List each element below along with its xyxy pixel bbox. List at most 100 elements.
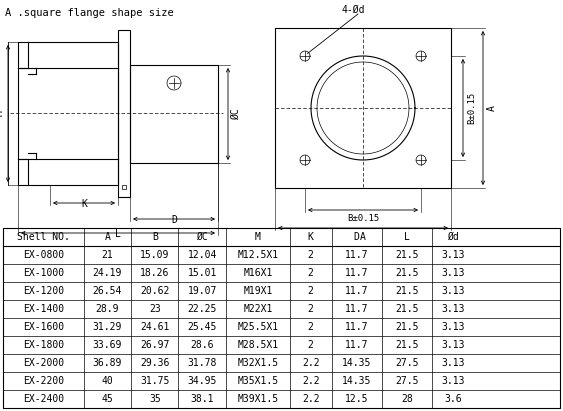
Text: B: B — [152, 232, 158, 242]
Text: K: K — [308, 232, 314, 242]
Text: 21.5: 21.5 — [395, 286, 418, 296]
Text: 27.5: 27.5 — [395, 358, 418, 368]
Text: 31.78: 31.78 — [187, 358, 217, 368]
Text: ØC: ØC — [231, 108, 241, 120]
Text: EX-2200: EX-2200 — [23, 376, 64, 386]
Text: Shell NO.: Shell NO. — [17, 232, 70, 242]
Text: 21.5: 21.5 — [395, 304, 418, 314]
Text: M12.5X1: M12.5X1 — [237, 250, 278, 260]
Text: D: D — [354, 232, 360, 242]
Bar — [3, 228, 560, 408]
Text: 21.5: 21.5 — [395, 340, 418, 350]
Text: 15.09: 15.09 — [140, 250, 169, 260]
Text: M25.5X1: M25.5X1 — [237, 322, 278, 332]
Text: 23: 23 — [149, 304, 160, 314]
Text: 21: 21 — [101, 250, 113, 260]
Bar — [130, 65, 218, 163]
Text: M22X1: M22X1 — [243, 304, 272, 314]
Text: 11.7: 11.7 — [345, 286, 368, 296]
Text: 12.5: 12.5 — [345, 394, 368, 404]
Text: 3.13: 3.13 — [441, 250, 464, 260]
Text: 3.13: 3.13 — [441, 286, 464, 296]
Bar — [118, 30, 130, 197]
Text: 3.13: 3.13 — [441, 268, 464, 278]
Text: M19X1: M19X1 — [243, 286, 272, 296]
Text: EX-2000: EX-2000 — [23, 358, 64, 368]
Text: 24.61: 24.61 — [140, 322, 169, 332]
Text: K: K — [81, 199, 87, 209]
Text: 2: 2 — [308, 322, 314, 332]
Text: 15.01: 15.01 — [187, 268, 217, 278]
Text: M35X1.5: M35X1.5 — [237, 376, 278, 386]
Text: 2: 2 — [308, 286, 314, 296]
Text: 21.5: 21.5 — [395, 250, 418, 260]
Text: A .square flange shape size: A .square flange shape size — [5, 8, 174, 18]
Text: EX-1800: EX-1800 — [23, 340, 64, 350]
Text: EX-2400: EX-2400 — [23, 394, 64, 404]
Text: EX-0800: EX-0800 — [23, 250, 64, 260]
Text: 40: 40 — [101, 376, 113, 386]
Text: 21.5: 21.5 — [395, 322, 418, 332]
Text: 14.35: 14.35 — [342, 358, 372, 368]
Text: 38.1: 38.1 — [190, 394, 214, 404]
Text: 4-Ød: 4-Ød — [341, 5, 365, 15]
Text: 18.26: 18.26 — [140, 268, 169, 278]
Text: 14.35: 14.35 — [342, 376, 372, 386]
Text: EX-1600: EX-1600 — [23, 322, 64, 332]
Text: 26.54: 26.54 — [93, 286, 122, 296]
Text: 22.25: 22.25 — [187, 304, 217, 314]
Bar — [122, 185, 126, 189]
Text: 11.7: 11.7 — [345, 304, 368, 314]
Text: B±0.15: B±0.15 — [467, 92, 476, 124]
Text: 2: 2 — [308, 250, 314, 260]
Text: A: A — [105, 232, 110, 242]
Text: 36.89: 36.89 — [93, 358, 122, 368]
Text: 3.13: 3.13 — [441, 304, 464, 314]
Text: 31.75: 31.75 — [140, 376, 169, 386]
Text: 11.7: 11.7 — [345, 268, 368, 278]
Text: 35: 35 — [149, 394, 160, 404]
Text: EX-1000: EX-1000 — [23, 268, 64, 278]
Text: 11.7: 11.7 — [345, 322, 368, 332]
Text: 2.2: 2.2 — [302, 376, 320, 386]
Bar — [18, 42, 118, 185]
Text: 2: 2 — [308, 268, 314, 278]
Text: B±0.15: B±0.15 — [347, 214, 379, 223]
Text: 33.69: 33.69 — [93, 340, 122, 350]
Text: 25.45: 25.45 — [187, 322, 217, 332]
Text: 27.5: 27.5 — [395, 376, 418, 386]
Text: M: M — [255, 232, 261, 242]
Text: D: D — [171, 215, 177, 225]
Text: 2.2: 2.2 — [302, 358, 320, 368]
Text: 28: 28 — [401, 394, 413, 404]
Text: 45: 45 — [101, 394, 113, 404]
Text: M16X1: M16X1 — [243, 268, 272, 278]
Text: 34.95: 34.95 — [187, 376, 217, 386]
Text: M32X1.5: M32X1.5 — [237, 358, 278, 368]
Text: 24.19: 24.19 — [93, 268, 122, 278]
Text: 2.2: 2.2 — [302, 394, 320, 404]
Text: 26.97: 26.97 — [140, 340, 169, 350]
Text: EX-1200: EX-1200 — [23, 286, 64, 296]
Text: M28.5X1: M28.5X1 — [237, 340, 278, 350]
Text: 28.9: 28.9 — [96, 304, 119, 314]
Bar — [3, 228, 560, 408]
Text: 28.6: 28.6 — [190, 340, 214, 350]
Text: 2: 2 — [308, 304, 314, 314]
Text: 31.29: 31.29 — [93, 322, 122, 332]
Text: L: L — [115, 229, 121, 239]
Text: 20.62: 20.62 — [140, 286, 169, 296]
Text: 29.36: 29.36 — [140, 358, 169, 368]
Text: 3.13: 3.13 — [441, 322, 464, 332]
Text: 3.13: 3.13 — [441, 358, 464, 368]
Text: 11.7: 11.7 — [345, 250, 368, 260]
Bar — [275, 28, 451, 188]
Text: 3.13: 3.13 — [441, 340, 464, 350]
Text: 11.7: 11.7 — [345, 340, 368, 350]
Text: 2: 2 — [308, 340, 314, 350]
Text: 19.07: 19.07 — [187, 286, 217, 296]
Text: A: A — [487, 105, 497, 111]
Text: M39X1.5: M39X1.5 — [237, 394, 278, 404]
Text: 3.13: 3.13 — [441, 376, 464, 386]
Text: A: A — [360, 232, 366, 242]
